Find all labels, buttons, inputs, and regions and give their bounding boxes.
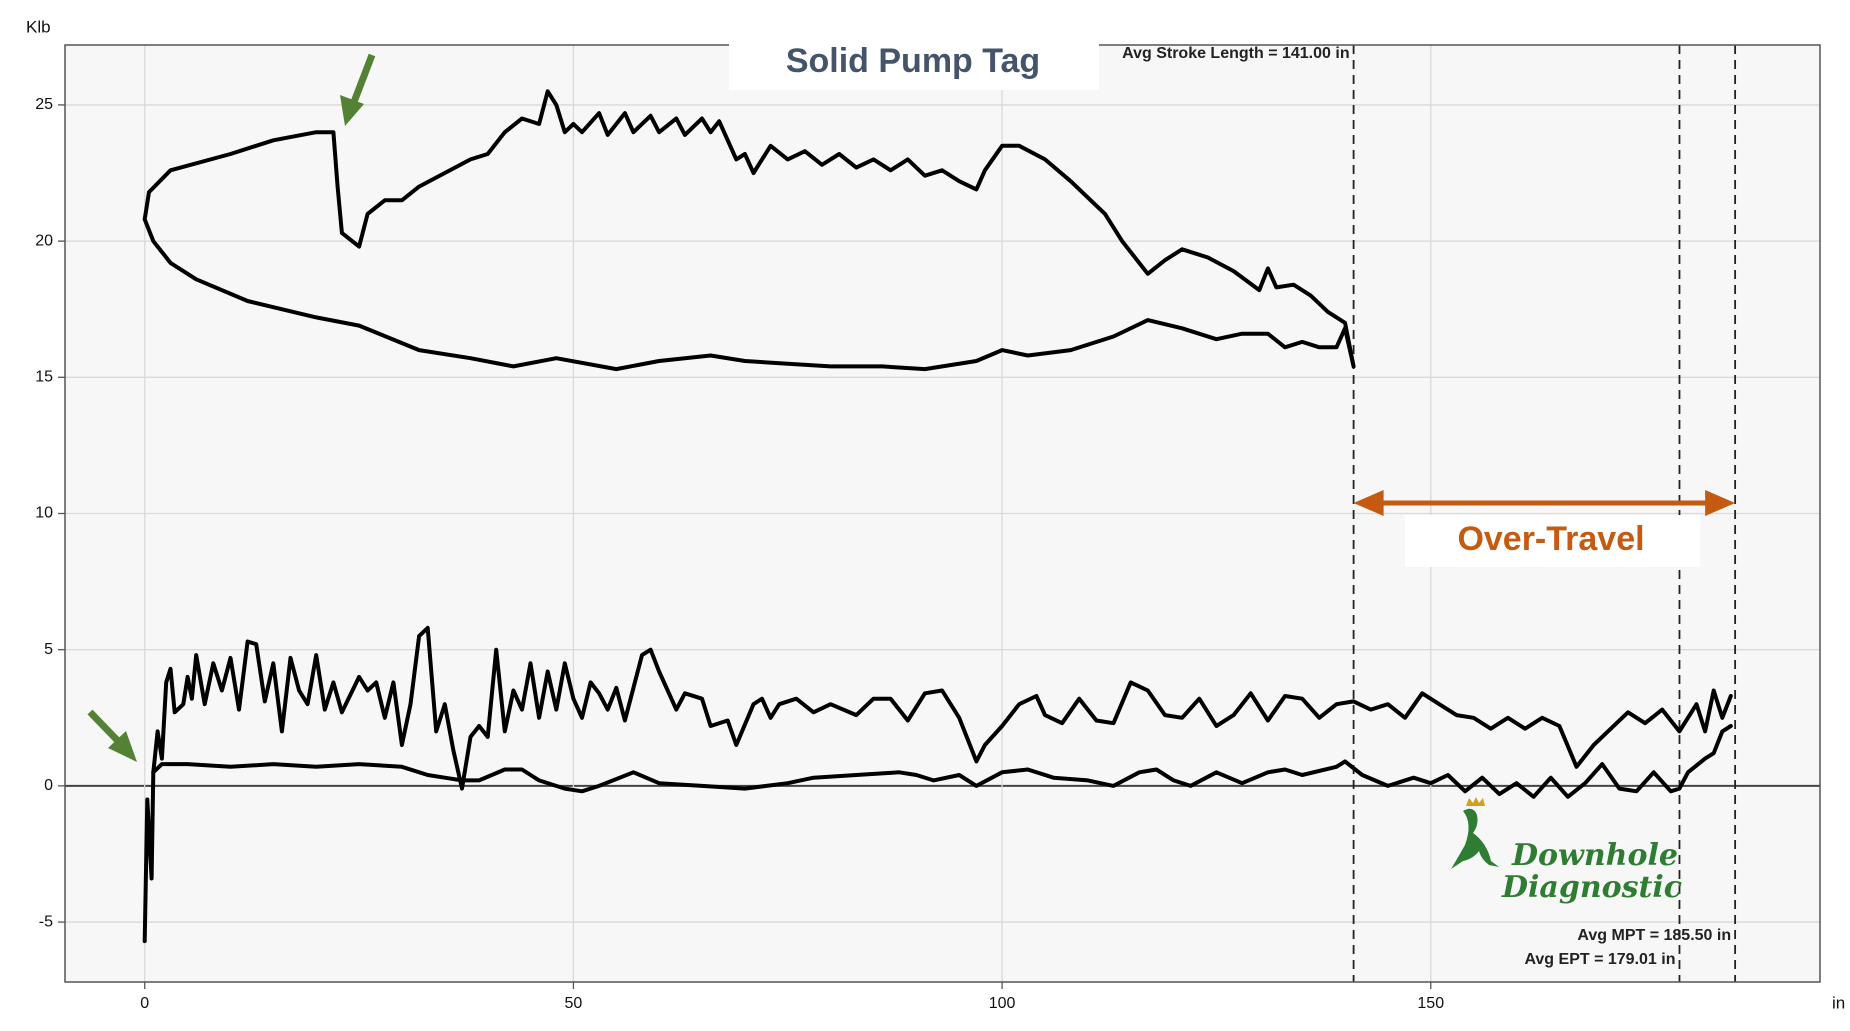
y-axis-label: Klb: [26, 17, 51, 36]
logo-text: Diagnostic: [1501, 870, 1682, 905]
arrow: [87, 709, 121, 744]
y-tick-label: 15: [35, 369, 53, 386]
x-tick-label: 50: [565, 995, 583, 1012]
logo-crown: [1466, 797, 1485, 806]
chart-title: Solid Pump Tag: [786, 42, 1040, 80]
y-tick-label: -5: [39, 913, 53, 930]
y-tick-label: 5: [44, 641, 53, 658]
y-tick-label: 10: [35, 505, 53, 522]
markers: [1352, 45, 1737, 982]
arrow-head: [340, 95, 364, 126]
logo-mark: [1451, 808, 1499, 869]
marker-label: Avg MPT = 185.50 in: [1577, 927, 1731, 944]
y-tick-label: 25: [35, 96, 53, 113]
x-tick-label: 150: [1417, 995, 1444, 1012]
annotation: Over-Travel: [1457, 520, 1644, 558]
x-tick-label: 0: [140, 995, 149, 1012]
series-line: [142, 625, 1733, 944]
marker-label: Avg Stroke Length = 141.00 in: [1122, 45, 1349, 62]
x-tick-label: 100: [989, 995, 1016, 1012]
y-tick-label: 20: [35, 232, 53, 249]
series-line: [151, 724, 1733, 799]
arrow-head: [1705, 490, 1736, 516]
marker-label: Avg EPT = 179.01 in: [1524, 951, 1675, 968]
callout-arrows: [87, 53, 376, 762]
arrow-head: [108, 731, 137, 762]
x-axis-label: in: [1832, 993, 1845, 1012]
annotation-box: [1405, 515, 1700, 567]
series: [142, 89, 1733, 944]
over-travel-arrow: [1353, 490, 1736, 516]
series-line: [142, 89, 1356, 372]
arrow-head: [1353, 490, 1384, 516]
grid: [58, 45, 1820, 989]
arrow: [350, 53, 376, 104]
title-box: [729, 44, 1099, 90]
logo: Downhole Diagnostic: [1451, 797, 1682, 905]
logo-text: Downhole: [1511, 838, 1678, 873]
y-tick-label: 0: [44, 777, 53, 794]
